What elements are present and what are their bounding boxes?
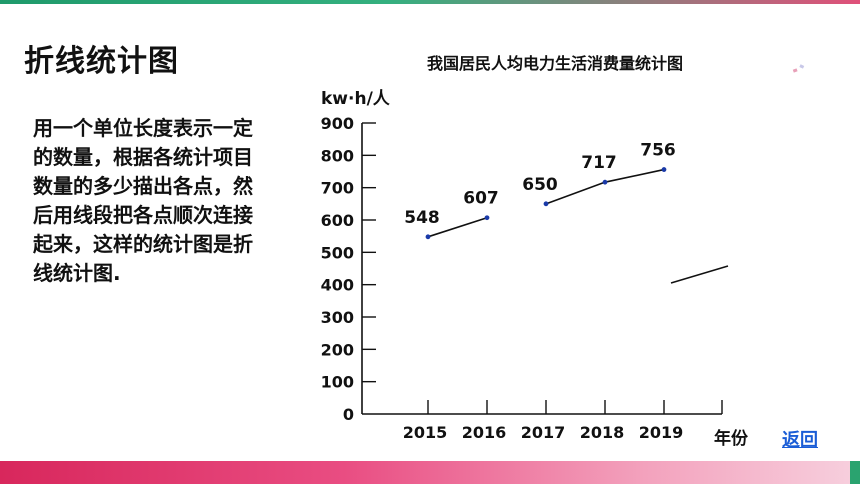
top-accent-bar [0,0,860,4]
y-tick-label: 400 [321,276,354,295]
data-label: 650 [522,175,558,195]
data-label: 548 [404,208,440,228]
data-point [602,179,608,185]
chart-title: 我国居民人均电力生活消费量统计图 [426,54,683,73]
bottom-accent-bar [0,461,860,484]
series-line-segment [545,168,665,205]
data-label: 607 [463,189,499,209]
sparkle-icon [792,64,805,73]
y-tick-label: 500 [321,243,354,262]
data-label: 756 [640,141,676,161]
x-tick-label: 2018 [580,423,625,442]
x-tick-label: 2015 [403,423,448,442]
series-line-segment [427,216,488,238]
x-tick-label: 2017 [521,423,566,442]
y-tick-label: 900 [321,114,354,133]
back-link[interactable]: 返回 [782,430,818,451]
y-axis-unit-label: kw·h/人 [321,89,390,109]
drawn-line-stroke [670,265,729,284]
x-axis-label: 年份 [714,429,748,449]
data-point [425,234,431,240]
y-tick-label: 300 [321,308,354,327]
data-point [484,215,490,221]
y-tick-label: 0 [343,405,354,424]
y-tick-label: 600 [321,211,354,230]
y-tick-label: 100 [321,373,354,392]
y-tick-label: 700 [321,179,354,198]
data-point [661,167,667,172]
y-tick-label: 800 [321,146,354,165]
x-tick-label: 2016 [462,423,507,442]
data-label: 717 [581,153,617,173]
page-title: 折线统计图 [24,44,179,79]
y-tick-label: 200 [321,340,354,359]
x-tick-label: 2019 [639,423,684,442]
data-point [543,201,549,207]
definition-text: 用一个单位长度表示一定的数量，根据各统计项目数量的多少描出各点，然后用线段把各点… [33,116,253,285]
